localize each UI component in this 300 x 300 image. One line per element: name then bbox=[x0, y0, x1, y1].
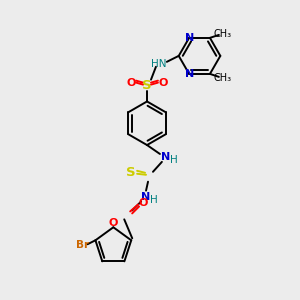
Text: N: N bbox=[184, 33, 194, 43]
Text: HN: HN bbox=[151, 59, 167, 69]
Text: CH₃: CH₃ bbox=[214, 29, 232, 39]
Text: N: N bbox=[161, 152, 170, 162]
Text: H: H bbox=[150, 194, 158, 205]
Text: O: O bbox=[109, 218, 118, 228]
Text: S: S bbox=[126, 166, 136, 179]
Text: S: S bbox=[142, 79, 152, 92]
Text: Br: Br bbox=[76, 240, 89, 250]
Text: N: N bbox=[141, 192, 151, 202]
Text: O: O bbox=[158, 78, 168, 88]
Text: H: H bbox=[170, 155, 178, 165]
Text: O: O bbox=[127, 78, 136, 88]
Text: O: O bbox=[138, 197, 148, 208]
Text: N: N bbox=[184, 69, 194, 79]
Text: CH₃: CH₃ bbox=[214, 73, 232, 83]
